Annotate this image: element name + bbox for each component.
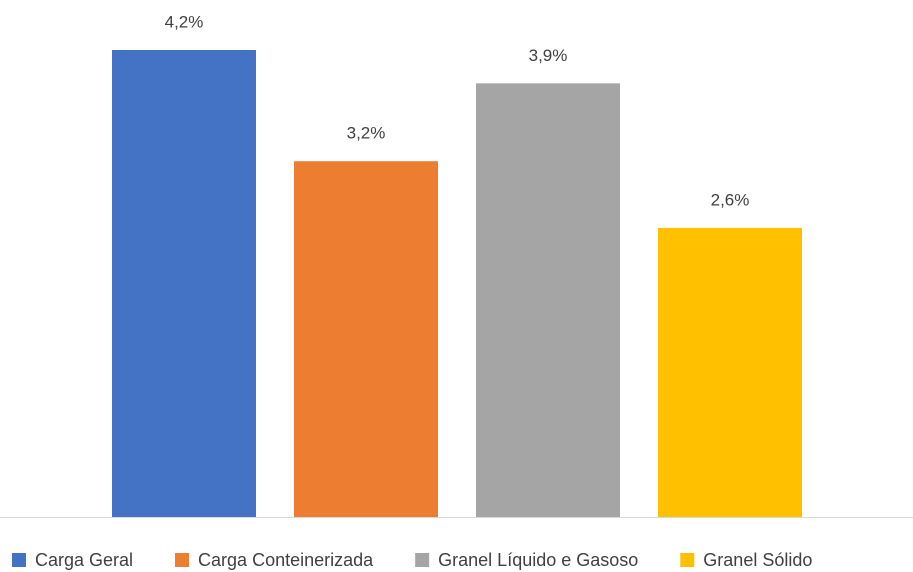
legend-label: Carga Conteinerizada [198, 550, 374, 570]
legend-swatch [415, 553, 430, 567]
bar [476, 83, 620, 517]
legend-label: Granel Líquido e Gasoso [438, 550, 638, 570]
legend-label: Granel Sólido [703, 550, 812, 570]
data-label: 4,2% [165, 12, 204, 31]
bar [112, 50, 256, 517]
bar [658, 227, 802, 517]
data-label: 2,6% [711, 190, 750, 209]
data-label: 3,9% [529, 46, 568, 65]
legend-swatch [12, 553, 26, 567]
legend-swatch [680, 553, 695, 567]
bar [294, 161, 438, 517]
legend-swatch [175, 553, 190, 567]
data-label: 3,2% [347, 124, 386, 143]
legend-label: Carga Geral [35, 550, 133, 570]
